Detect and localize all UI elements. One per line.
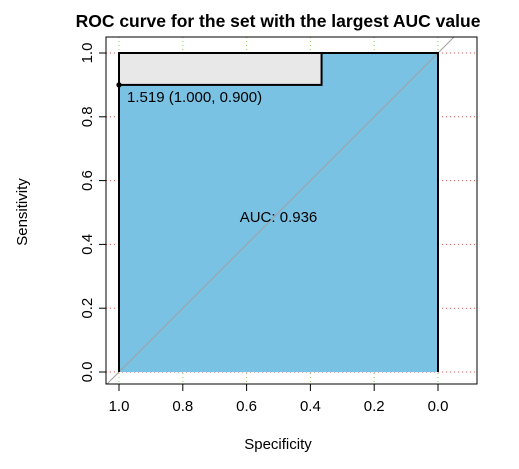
y-tick-label-5: 1.0 xyxy=(79,43,96,64)
x-tick-label-4: 0.2 xyxy=(364,398,385,415)
x-tick-label-1: 0.8 xyxy=(172,398,193,415)
reference-diagonal-line xyxy=(106,37,455,384)
plot-area: 1.519 (1.000, 0.900) AUC: 0.936 1.0 0.8 0.6 0… xyxy=(79,36,478,415)
x-axis-label-group: Specificity xyxy=(244,436,312,453)
plot-inner: 1.519 (1.000, 0.900) AUC: 0.936 xyxy=(106,37,477,384)
y-tick-label-2: 0.4 xyxy=(79,234,96,255)
best-threshold-label: 1.519 (1.000, 0.900) xyxy=(127,89,262,106)
chart-title-group: ROC curve for the set with the largest A… xyxy=(76,11,481,31)
y-tick-label-1: 0.2 xyxy=(79,298,96,319)
x-tick-label-0: 1.0 xyxy=(109,398,130,415)
auc-label: AUC: 0.936 xyxy=(240,209,318,226)
x-axis-label: Specificity xyxy=(244,436,312,453)
y-axis-label-group: Sensitivity xyxy=(14,178,31,246)
y-tick-label-4: 0.8 xyxy=(79,106,96,127)
x-tick-label-2: 0.6 xyxy=(236,398,257,415)
ci-box xyxy=(118,52,323,86)
x-tick-label-3: 0.4 xyxy=(300,398,321,415)
roc-curve-line xyxy=(118,52,439,372)
y-tick-label-0: 0.0 xyxy=(79,362,96,383)
chart-title: ROC curve for the set with the largest A… xyxy=(76,11,481,31)
best-threshold-point xyxy=(116,82,122,88)
y-axis-label: Sensitivity xyxy=(14,178,31,246)
x-tick-label-5: 0.0 xyxy=(428,398,449,415)
y-tick-label-3: 0.6 xyxy=(79,170,96,191)
